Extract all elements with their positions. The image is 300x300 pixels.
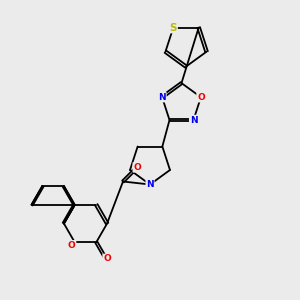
Text: N: N: [190, 116, 197, 124]
Text: N: N: [158, 93, 166, 102]
Text: S: S: [169, 22, 177, 32]
Text: O: O: [133, 163, 141, 172]
Text: N: N: [146, 180, 154, 189]
Text: O: O: [103, 254, 111, 263]
Text: O: O: [197, 93, 205, 102]
Text: O: O: [68, 241, 76, 250]
